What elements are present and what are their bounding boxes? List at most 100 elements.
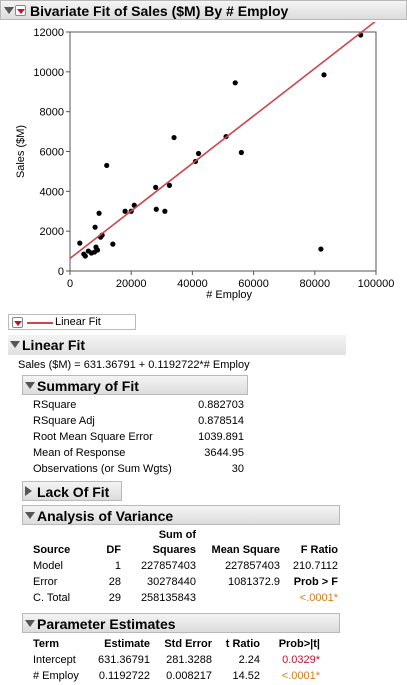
params-header-se: Std Error [164,638,212,650]
legend-box[interactable]: Linear Fit [8,314,136,330]
data-point [171,134,177,141]
anova-df: 28 [108,576,121,588]
params-term: # Employ [33,670,79,682]
legend-label: Linear Fit [55,316,101,328]
report-title: Bivariate Fit of Sales ($M) By # Employ [30,3,289,19]
x-tick-label: 60000 [238,278,269,290]
data-point [94,247,101,253]
collapse-triangle-icon[interactable] [25,620,35,627]
anova-ss: 30278440 [147,576,196,588]
data-point [232,80,238,86]
data-point [77,240,83,246]
params-p: 0.0329* [282,654,320,666]
params-header-term: Term [33,638,60,650]
x-tick-label: 0 [67,278,73,290]
data-point [195,150,202,157]
params-title: Parameter Estimates [37,616,176,632]
anova-f: Prob > F [293,576,338,588]
data-point [92,224,98,230]
y-tick-label: 8000 [40,107,64,119]
anova-source: Model [33,560,63,572]
scatter-chart: 0 2000 4000 6000 8000 10000 12000 0 20000 40000 60… [15,22,395,301]
params-header-p: Prob>|t| [278,638,320,650]
params-est: 631.36791 [98,654,150,666]
summary-label: RSquare [33,399,77,411]
data-point [166,182,173,188]
linear-fit-title: Linear Fit [22,337,86,353]
params-est: 0.1192722 [98,670,150,682]
anova-header-ss2: Squares [152,544,196,556]
anova-header-df: DF [106,544,121,556]
summary-value: 0.878514 [198,415,244,427]
data-point [162,208,168,214]
anova-header-ss1: Sum of [158,529,196,541]
red-triangle-menu-icon[interactable] [15,5,26,16]
legend-line-icon [27,322,53,324]
lack-of-fit-title: Lack Of Fit [37,484,110,500]
params-header-t: t Ratio [225,638,260,650]
data-point [153,206,159,212]
plot-frame [69,31,377,272]
anova-header-source: Source [33,544,71,556]
expand-triangle-icon[interactable] [25,486,32,496]
data-point [321,72,327,78]
anova-f: <.0001* [299,592,338,604]
y-tick-label: 4000 [40,186,64,198]
params-term: Intercept [33,654,76,666]
x-tick-label: 80000 [300,278,331,290]
params-header[interactable]: Parameter Estimates [22,613,340,633]
summary-label: Mean of Response [33,447,126,459]
summary-label: Observations (or Sum Wgts) [33,463,172,475]
x-axis-label: # Employ [206,289,252,301]
fit-line [69,22,376,260]
data-point [96,210,102,216]
y-tick-label: 0 [58,266,64,278]
collapse-triangle-icon[interactable] [10,341,20,348]
x-tick-label: 100000 [358,278,395,290]
summary-title: Summary of Fit [37,378,139,394]
anova-ms: 1081372.9 [228,576,280,588]
y-tick-label: 12000 [33,27,64,39]
legend-menu-icon[interactable] [12,317,23,328]
linear-fit-header[interactable]: Linear Fit [8,335,346,355]
lack-of-fit-header[interactable]: Lack Of Fit [22,481,122,501]
x-tick-label: 40000 [177,278,208,290]
anova-header-f: F Ratio [300,544,338,556]
summary-value: 0.882703 [198,399,244,411]
data-point [318,246,324,252]
params-t: 2.24 [238,654,260,666]
data-point [153,184,159,190]
params-se: 0.008217 [166,670,212,682]
anova-header-ms: Mean Square [211,544,280,556]
summary-header[interactable]: Summary of Fit [22,375,248,395]
summary-label: Root Mean Square Error [33,431,153,443]
summary-label: RSquare Adj [33,415,95,427]
y-axis-label: Sales ($M) [15,125,27,178]
anova-header[interactable]: Analysis of Variance [22,505,340,525]
anova-df: 1 [114,560,121,572]
anova-source: C. Total [33,592,71,604]
anova-ss: 227857403 [140,560,196,572]
summary-value: 30 [231,463,244,475]
params-header-est: Estimate [104,638,150,650]
collapse-triangle-icon[interactable] [25,512,35,519]
fit-equation: Sales ($M) = 631.36791 + 0.1192722*# Emp… [18,359,250,371]
summary-value: 1039.891 [198,431,244,443]
params-t: 14.52 [232,670,260,682]
anova-source: Error [33,576,58,588]
y-tick-label: 10000 [33,67,64,79]
data-point [104,162,110,169]
anova-ss: 258135843 [140,592,196,604]
collapse-triangle-icon[interactable] [4,7,14,14]
report-title-bar: Bivariate Fit of Sales ($M) By # Employ [0,0,407,20]
x-tick-label: 20000 [116,278,147,290]
anova-df: 29 [108,592,121,604]
y-tick-label: 6000 [40,147,64,159]
collapse-triangle-icon[interactable] [25,382,35,389]
data-point [110,241,116,247]
anova-f: 210.7112 [292,560,338,572]
y-tick-label: 2000 [40,226,64,238]
data-point [238,149,244,156]
anova-title: Analysis of Variance [37,508,174,524]
data-point [122,208,128,214]
